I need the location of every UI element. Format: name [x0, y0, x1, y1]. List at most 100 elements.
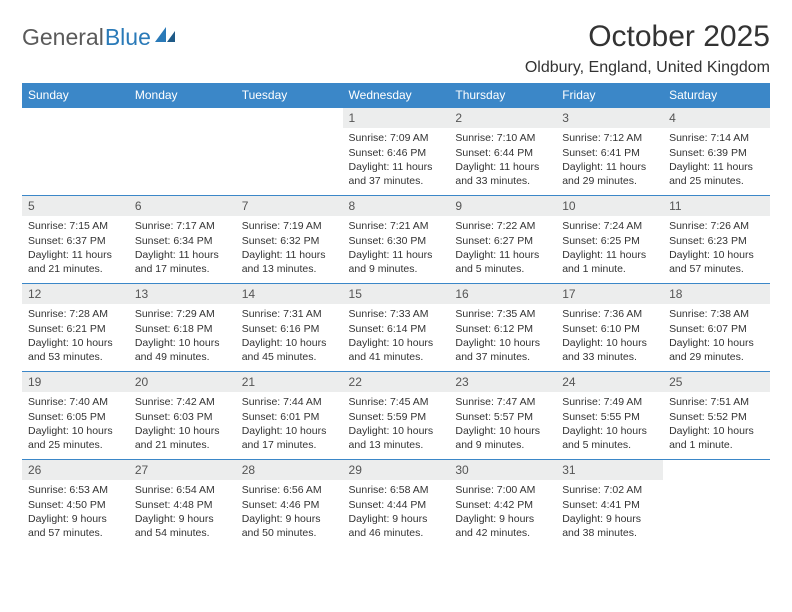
day-details: Sunrise: 7:45 AMSunset: 5:59 PMDaylight:…	[343, 392, 450, 458]
day-details: Sunrise: 7:31 AMSunset: 6:16 PMDaylight:…	[236, 304, 343, 370]
weekday-header: Wednesday	[343, 83, 450, 108]
calendar-day-cell: 20Sunrise: 7:42 AMSunset: 6:03 PMDayligh…	[129, 372, 236, 460]
day-details: Sunrise: 7:26 AMSunset: 6:23 PMDaylight:…	[663, 216, 770, 282]
calendar-day-cell: 26Sunrise: 6:53 AMSunset: 4:50 PMDayligh…	[22, 460, 129, 548]
calendar-day-cell: 2Sunrise: 7:10 AMSunset: 6:44 PMDaylight…	[449, 108, 556, 196]
location: Oldbury, England, United Kingdom	[525, 59, 770, 77]
calendar-day-cell: 23Sunrise: 7:47 AMSunset: 5:57 PMDayligh…	[449, 372, 556, 460]
day-details: Sunrise: 7:00 AMSunset: 4:42 PMDaylight:…	[449, 480, 556, 546]
logo-sail-icon	[155, 24, 177, 51]
day-details: Sunrise: 7:22 AMSunset: 6:27 PMDaylight:…	[449, 216, 556, 282]
day-number: 26	[22, 460, 129, 480]
calendar-day-cell: 21Sunrise: 7:44 AMSunset: 6:01 PMDayligh…	[236, 372, 343, 460]
day-details: Sunrise: 7:47 AMSunset: 5:57 PMDaylight:…	[449, 392, 556, 458]
header: GeneralBlue October 2025 Oldbury, Englan…	[22, 20, 770, 77]
calendar-day-cell: 18Sunrise: 7:38 AMSunset: 6:07 PMDayligh…	[663, 284, 770, 372]
day-details: Sunrise: 7:42 AMSunset: 6:03 PMDaylight:…	[129, 392, 236, 458]
logo: GeneralBlue	[22, 20, 177, 51]
calendar-week-row: 26Sunrise: 6:53 AMSunset: 4:50 PMDayligh…	[22, 460, 770, 548]
day-number: 1	[343, 108, 450, 128]
day-number: 28	[236, 460, 343, 480]
calendar-day-cell: 1Sunrise: 7:09 AMSunset: 6:46 PMDaylight…	[343, 108, 450, 196]
day-number: 22	[343, 372, 450, 392]
day-number: 21	[236, 372, 343, 392]
weekday-header: Thursday	[449, 83, 556, 108]
calendar-day-cell: 13Sunrise: 7:29 AMSunset: 6:18 PMDayligh…	[129, 284, 236, 372]
logo-text-part1: General	[22, 24, 104, 51]
calendar-day-cell: 14Sunrise: 7:31 AMSunset: 6:16 PMDayligh…	[236, 284, 343, 372]
calendar-week-row: 12Sunrise: 7:28 AMSunset: 6:21 PMDayligh…	[22, 284, 770, 372]
calendar-day-cell: 15Sunrise: 7:33 AMSunset: 6:14 PMDayligh…	[343, 284, 450, 372]
day-details: Sunrise: 6:56 AMSunset: 4:46 PMDaylight:…	[236, 480, 343, 546]
day-number: 14	[236, 284, 343, 304]
day-number: 12	[22, 284, 129, 304]
day-number: 10	[556, 196, 663, 216]
day-details: Sunrise: 7:33 AMSunset: 6:14 PMDaylight:…	[343, 304, 450, 370]
day-number: 29	[343, 460, 450, 480]
day-details: Sunrise: 7:24 AMSunset: 6:25 PMDaylight:…	[556, 216, 663, 282]
calendar-day-cell: 24Sunrise: 7:49 AMSunset: 5:55 PMDayligh…	[556, 372, 663, 460]
calendar-table: SundayMondayTuesdayWednesdayThursdayFrid…	[22, 83, 770, 548]
calendar-day-cell: ..	[663, 460, 770, 548]
day-details: Sunrise: 7:44 AMSunset: 6:01 PMDaylight:…	[236, 392, 343, 458]
day-number: 17	[556, 284, 663, 304]
weekday-header: Sunday	[22, 83, 129, 108]
calendar-day-cell: 31Sunrise: 7:02 AMSunset: 4:41 PMDayligh…	[556, 460, 663, 548]
day-number: 8	[343, 196, 450, 216]
calendar-day-cell: 4Sunrise: 7:14 AMSunset: 6:39 PMDaylight…	[663, 108, 770, 196]
weekday-header: Tuesday	[236, 83, 343, 108]
weekday-header: Friday	[556, 83, 663, 108]
calendar-day-cell: 5Sunrise: 7:15 AMSunset: 6:37 PMDaylight…	[22, 196, 129, 284]
day-details: Sunrise: 7:09 AMSunset: 6:46 PMDaylight:…	[343, 128, 450, 194]
day-details: Sunrise: 7:17 AMSunset: 6:34 PMDaylight:…	[129, 216, 236, 282]
calendar-day-cell: 25Sunrise: 7:51 AMSunset: 5:52 PMDayligh…	[663, 372, 770, 460]
day-details: Sunrise: 7:40 AMSunset: 6:05 PMDaylight:…	[22, 392, 129, 458]
calendar-day-cell: 19Sunrise: 7:40 AMSunset: 6:05 PMDayligh…	[22, 372, 129, 460]
weekday-header: Saturday	[663, 83, 770, 108]
calendar-page: GeneralBlue October 2025 Oldbury, Englan…	[0, 0, 792, 568]
day-details: Sunrise: 7:28 AMSunset: 6:21 PMDaylight:…	[22, 304, 129, 370]
day-number: 3	[556, 108, 663, 128]
day-details: Sunrise: 6:58 AMSunset: 4:44 PMDaylight:…	[343, 480, 450, 546]
calendar-day-cell: 3Sunrise: 7:12 AMSunset: 6:41 PMDaylight…	[556, 108, 663, 196]
calendar-day-cell: 6Sunrise: 7:17 AMSunset: 6:34 PMDaylight…	[129, 196, 236, 284]
calendar-day-cell: 9Sunrise: 7:22 AMSunset: 6:27 PMDaylight…	[449, 196, 556, 284]
day-details: Sunrise: 7:35 AMSunset: 6:12 PMDaylight:…	[449, 304, 556, 370]
calendar-day-cell: 12Sunrise: 7:28 AMSunset: 6:21 PMDayligh…	[22, 284, 129, 372]
day-details: Sunrise: 7:10 AMSunset: 6:44 PMDaylight:…	[449, 128, 556, 194]
day-details: Sunrise: 7:14 AMSunset: 6:39 PMDaylight:…	[663, 128, 770, 194]
calendar-week-row: 5Sunrise: 7:15 AMSunset: 6:37 PMDaylight…	[22, 196, 770, 284]
day-number: 18	[663, 284, 770, 304]
day-details: Sunrise: 7:36 AMSunset: 6:10 PMDaylight:…	[556, 304, 663, 370]
day-number: 5	[22, 196, 129, 216]
day-number: 9	[449, 196, 556, 216]
calendar-week-row: ......1Sunrise: 7:09 AMSunset: 6:46 PMDa…	[22, 108, 770, 196]
day-number: 20	[129, 372, 236, 392]
calendar-day-cell: 8Sunrise: 7:21 AMSunset: 6:30 PMDaylight…	[343, 196, 450, 284]
calendar-day-cell: 22Sunrise: 7:45 AMSunset: 5:59 PMDayligh…	[343, 372, 450, 460]
day-details: Sunrise: 7:12 AMSunset: 6:41 PMDaylight:…	[556, 128, 663, 194]
calendar-day-cell: 30Sunrise: 7:00 AMSunset: 4:42 PMDayligh…	[449, 460, 556, 548]
day-number: 11	[663, 196, 770, 216]
day-details: Sunrise: 7:15 AMSunset: 6:37 PMDaylight:…	[22, 216, 129, 282]
day-number: 30	[449, 460, 556, 480]
day-number: 16	[449, 284, 556, 304]
day-number: 19	[22, 372, 129, 392]
calendar-day-cell: 16Sunrise: 7:35 AMSunset: 6:12 PMDayligh…	[449, 284, 556, 372]
day-number: 2	[449, 108, 556, 128]
calendar-day-cell: 10Sunrise: 7:24 AMSunset: 6:25 PMDayligh…	[556, 196, 663, 284]
day-number: 15	[343, 284, 450, 304]
day-details: Sunrise: 7:02 AMSunset: 4:41 PMDaylight:…	[556, 480, 663, 546]
day-number: 13	[129, 284, 236, 304]
logo-text-part2: Blue	[105, 24, 151, 51]
day-details: Sunrise: 6:53 AMSunset: 4:50 PMDaylight:…	[22, 480, 129, 546]
day-number: 31	[556, 460, 663, 480]
weekday-header: Monday	[129, 83, 236, 108]
day-details: Sunrise: 7:29 AMSunset: 6:18 PMDaylight:…	[129, 304, 236, 370]
day-number: 23	[449, 372, 556, 392]
calendar-day-cell: ..	[22, 108, 129, 196]
day-details: Sunrise: 7:21 AMSunset: 6:30 PMDaylight:…	[343, 216, 450, 282]
day-details: Sunrise: 7:49 AMSunset: 5:55 PMDaylight:…	[556, 392, 663, 458]
calendar-day-cell: 11Sunrise: 7:26 AMSunset: 6:23 PMDayligh…	[663, 196, 770, 284]
day-details: Sunrise: 6:54 AMSunset: 4:48 PMDaylight:…	[129, 480, 236, 546]
